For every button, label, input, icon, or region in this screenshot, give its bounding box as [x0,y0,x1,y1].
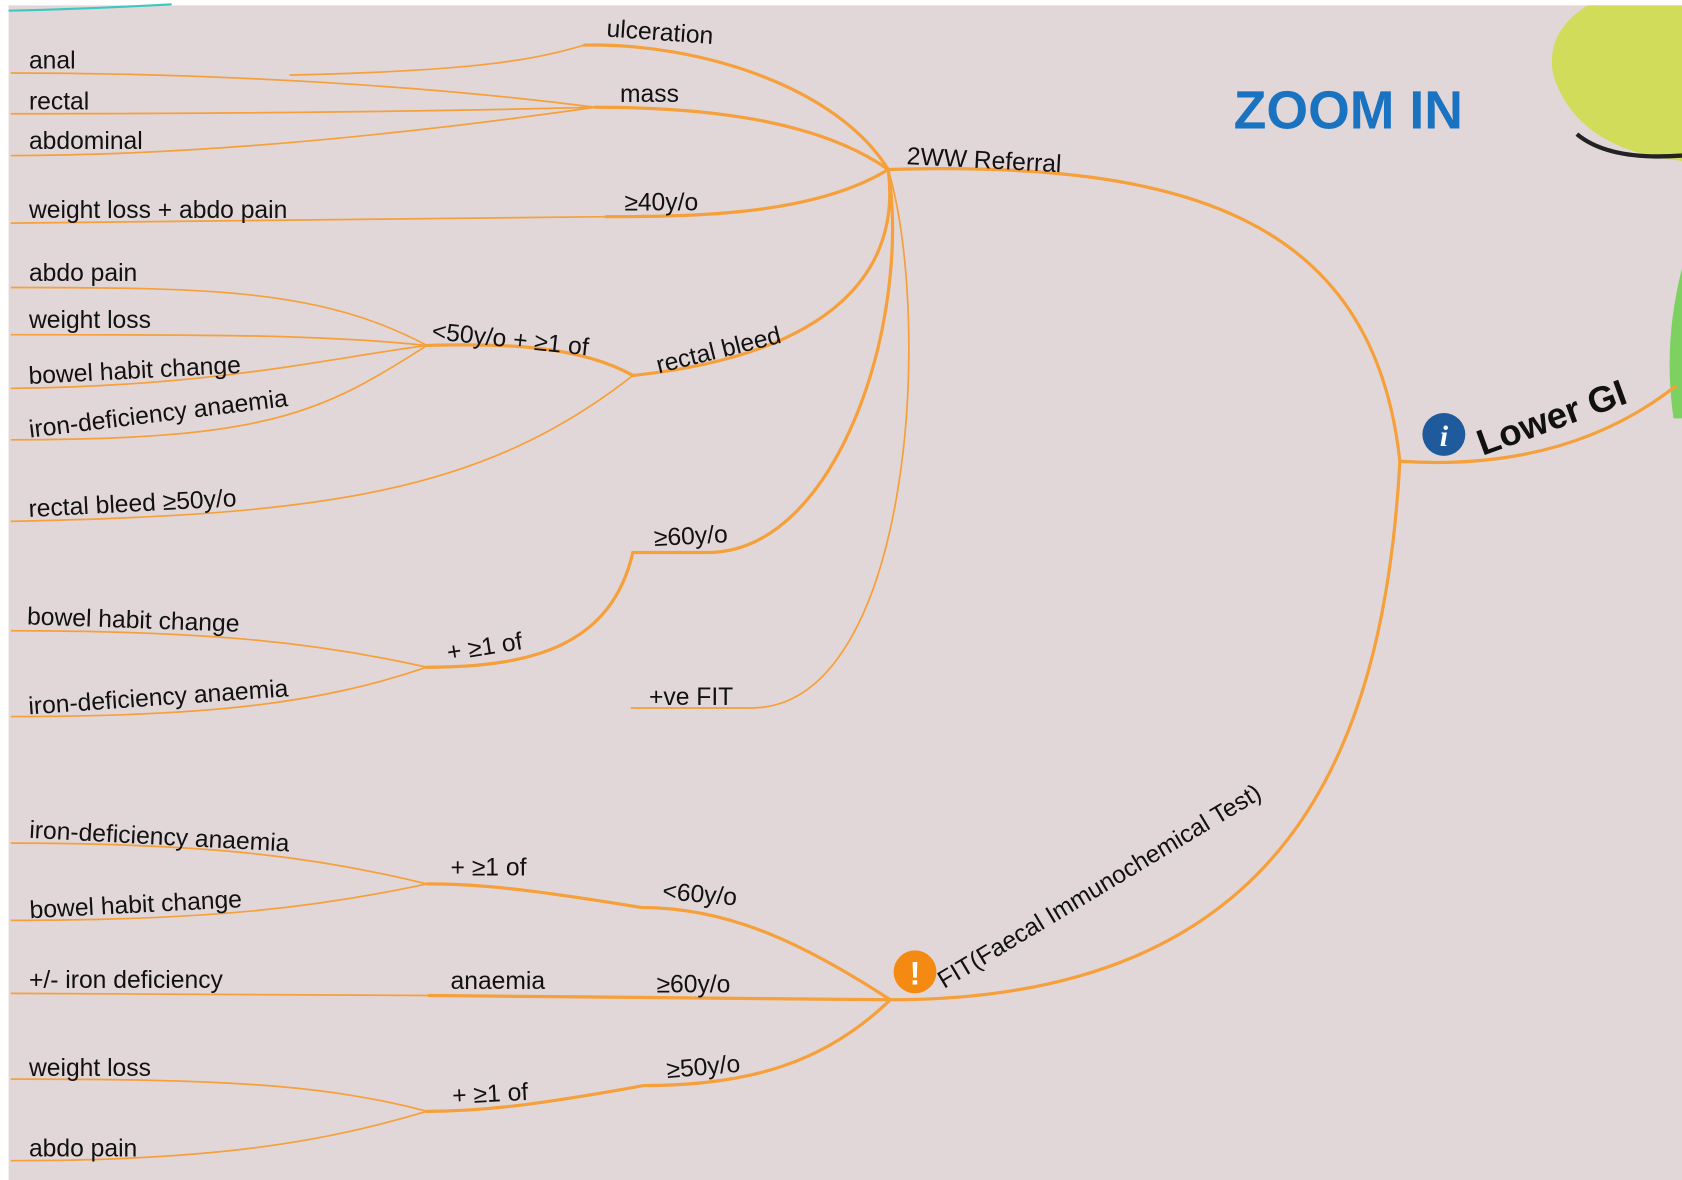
node-label: + ≥1 of [452,1079,529,1110]
node-label: anaemia [451,968,546,995]
node-label: ≥60y/o [656,971,730,998]
node-label: mass [620,81,679,108]
page: ZOOM IN i Lower GI ! 2WW Referral ulcera… [0,0,1682,1180]
node-label: abdo pain [29,260,137,287]
node-label: +/- iron deficiency [29,967,224,994]
zoom-label: ZOOM IN [1234,81,1463,141]
info-glyph: i [1440,420,1449,453]
node-label: rectal [29,88,89,115]
node-label: ≥60y/o [653,521,728,552]
node-label: abdo pain [29,1135,137,1162]
canvas [9,5,1682,1180]
node-label: weight loss + abdo pain [28,197,287,224]
node-label: weight loss [28,307,151,334]
node-label: abdominal [29,128,143,155]
warning-glyph: ! [910,956,921,992]
node-label: +ve FIT [649,684,733,711]
mind-map: ZOOM IN i Lower GI ! 2WW Referral ulcera… [0,0,1682,1180]
node-label: + ≥1 of [451,854,527,881]
node-label: anal [29,48,76,75]
node-label: ≥40y/o [624,189,698,216]
node-label: weight loss [28,1055,151,1082]
